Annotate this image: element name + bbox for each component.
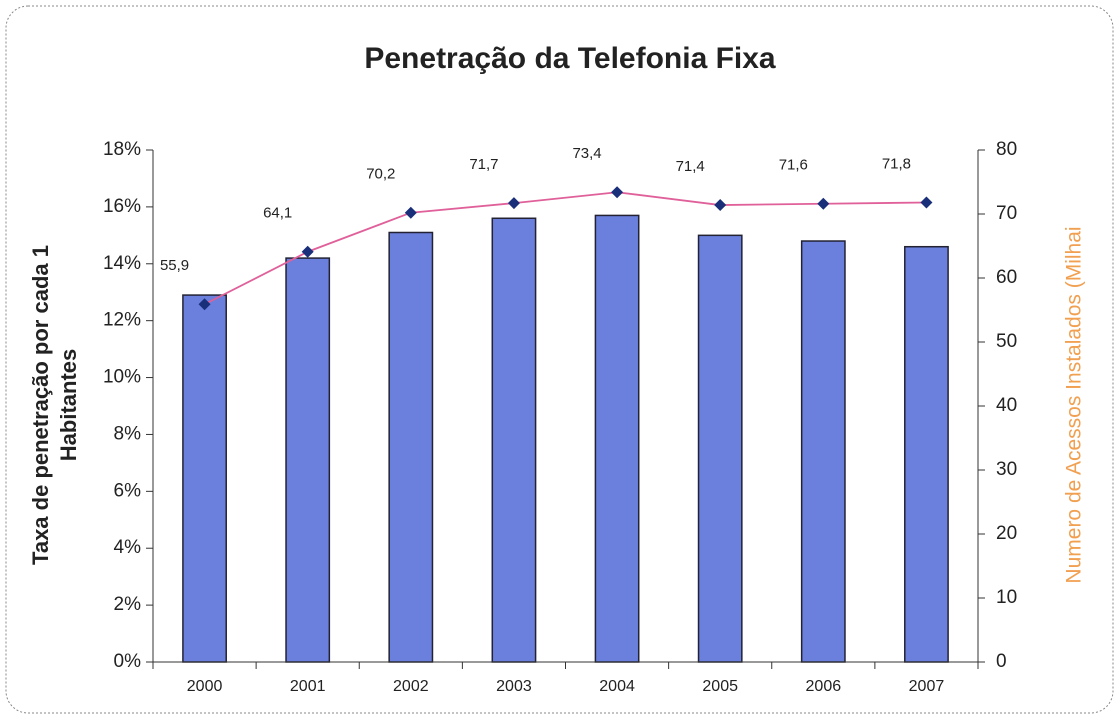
y-tick-label: 18% — [103, 139, 141, 160]
x-tick-label: 2007 — [909, 678, 945, 695]
data-label: 71,4 — [676, 158, 705, 175]
data-label: 64,1 — [263, 205, 292, 222]
bar — [800, 240, 846, 663]
line-marker — [404, 206, 417, 219]
y2-tick-label: 70 — [996, 203, 1017, 224]
y2-tick-label: 30 — [996, 459, 1017, 480]
data-label: 71,8 — [882, 155, 911, 172]
data-label: 71,6 — [779, 157, 808, 174]
y2-tick-label: 20 — [996, 523, 1017, 544]
y-tick-label: 10% — [103, 367, 141, 388]
bar — [491, 217, 537, 663]
data-label: 70,2 — [366, 166, 395, 183]
bar — [285, 257, 331, 663]
line-marker — [714, 199, 727, 212]
bar — [182, 294, 227, 663]
x-tick-label: 2004 — [599, 678, 635, 695]
bar — [697, 234, 743, 663]
line-marker — [817, 197, 830, 210]
x-tick-label: 2001 — [290, 678, 326, 695]
chart-title: Penetração da Telefonia Fixa — [364, 42, 776, 75]
x-tick-label: 2000 — [187, 678, 223, 695]
y2-tick-label: 0 — [996, 651, 1007, 672]
line-marker — [301, 245, 314, 258]
y-tick-label: 2% — [114, 594, 142, 615]
line-marker — [920, 196, 933, 209]
y-axis-label: Taxa de penetração por cada 1 — [28, 245, 53, 565]
line-marker — [507, 197, 520, 210]
bar — [904, 245, 949, 663]
y2-tick-label: 60 — [996, 267, 1017, 288]
y2-tick-label: 50 — [996, 331, 1017, 352]
bar — [594, 214, 640, 663]
y2-axis-label: Numero de Acessos Instalados (Milhai — [1063, 226, 1086, 583]
y-tick-label: 12% — [103, 310, 141, 331]
bar — [388, 231, 434, 663]
line-marker — [611, 186, 624, 199]
y-tick-label: 4% — [114, 537, 142, 558]
data-label: 73,4 — [572, 145, 601, 162]
x-tick-label: 2003 — [496, 678, 532, 695]
line-marker — [198, 298, 211, 311]
line — [204, 191, 927, 306]
y-tick-label: 6% — [114, 480, 142, 501]
x-tick-label: 2005 — [702, 678, 738, 695]
y-tick-label: 14% — [103, 253, 141, 274]
data-label: 71,7 — [469, 156, 498, 173]
x-tick-label: 2002 — [393, 678, 429, 695]
y-axis-label: Habitantes — [56, 349, 81, 461]
y-tick-label: 16% — [103, 196, 141, 217]
y-tick-label: 0% — [114, 651, 142, 672]
data-label: 55,9 — [160, 257, 189, 274]
x-tick-label: 2006 — [806, 678, 842, 695]
y2-tick-label: 40 — [996, 395, 1017, 416]
y2-tick-label: 80 — [996, 139, 1017, 160]
y-tick-label: 8% — [114, 423, 142, 444]
y2-tick-label: 10 — [996, 587, 1017, 608]
